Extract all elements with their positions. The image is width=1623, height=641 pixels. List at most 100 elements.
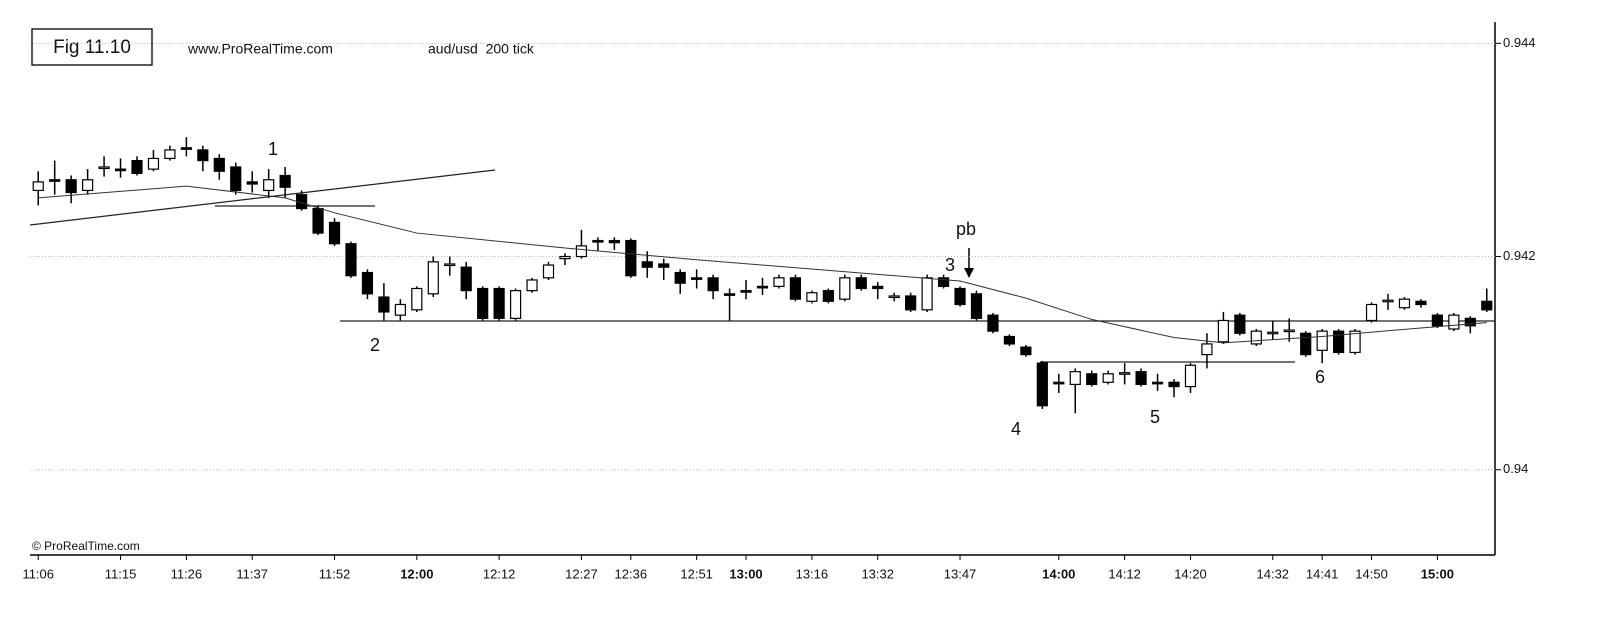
candle-body — [1365, 303, 1378, 322]
candle-body — [1020, 346, 1032, 356]
candle-body — [444, 263, 456, 267]
candle-body — [279, 174, 291, 188]
candle-body — [674, 271, 686, 284]
x-tick-label: 12:00 — [400, 566, 433, 581]
annotation: 3 — [945, 255, 955, 275]
candle-body — [65, 179, 77, 194]
candle-body — [509, 290, 522, 319]
candle-body — [180, 147, 192, 150]
candle-body — [526, 279, 538, 292]
candle-body — [49, 179, 61, 182]
x-tick-label: 12:36 — [615, 566, 648, 581]
candle-body — [1119, 372, 1131, 375]
candle-body — [608, 239, 620, 244]
candle-body — [197, 149, 209, 162]
candle-body — [855, 277, 867, 290]
candle-body — [411, 287, 423, 311]
candle-body — [246, 181, 258, 185]
candle-body — [1382, 299, 1394, 303]
x-tick-label: 13:47 — [944, 566, 977, 581]
candle-body — [773, 277, 785, 287]
candle-body — [213, 157, 225, 172]
candle-body — [756, 285, 769, 289]
title-box — [31, 28, 153, 66]
source-label: www.ProRealTime.com — [187, 41, 333, 57]
x-tick-label: 14:12 — [1108, 566, 1141, 581]
candle-body — [542, 264, 555, 279]
candle-body — [806, 292, 818, 302]
candle-body — [1102, 373, 1114, 383]
candle-body — [1398, 298, 1411, 309]
instrument-label: aud/usd 200 tick — [428, 41, 535, 57]
annotation: 1 — [268, 139, 278, 159]
candle-body — [1431, 314, 1443, 327]
candle-body — [559, 255, 571, 260]
y-tick-label: 0.94 — [1503, 461, 1528, 476]
candle-body — [460, 266, 472, 292]
candle-body — [954, 287, 966, 306]
candle-body — [1003, 335, 1016, 345]
x-tick-label: 14:32 — [1257, 566, 1290, 581]
x-tick-label: 12:51 — [680, 566, 713, 581]
candle-body — [575, 245, 588, 258]
candle-body — [1184, 364, 1197, 388]
candle-body — [641, 261, 653, 268]
arrow-head — [964, 268, 974, 278]
candle-body — [394, 303, 406, 316]
candle-body — [1135, 371, 1147, 386]
candle-body — [493, 287, 505, 319]
candle-body — [82, 179, 94, 192]
candle-body — [1333, 330, 1345, 354]
candle-body — [691, 277, 703, 280]
candle-body — [592, 239, 604, 243]
candle-body — [1250, 330, 1262, 345]
candle-body — [1217, 319, 1229, 343]
candle-body — [822, 290, 834, 302]
moving-average — [38, 185, 1487, 344]
candle-body — [361, 271, 374, 295]
candle-body — [625, 239, 637, 277]
candle-body — [345, 243, 357, 277]
candle-body — [263, 179, 275, 192]
y-tick-label: 0.944 — [1503, 35, 1536, 50]
candle-body — [1316, 330, 1328, 351]
candle-body — [477, 287, 489, 319]
candle-body — [1267, 331, 1279, 335]
candle-body — [378, 296, 390, 313]
watermark: © ProRealTime.com — [32, 539, 140, 553]
annotation: pb — [956, 219, 976, 239]
annotation: 2 — [370, 335, 380, 355]
y-tick-label: 0.942 — [1503, 248, 1536, 263]
candle-body — [1349, 330, 1361, 354]
candle-body — [1168, 381, 1180, 388]
candle-body — [32, 181, 44, 192]
candle-body — [789, 277, 802, 300]
x-tick-label: 14:00 — [1042, 566, 1075, 581]
candle-body — [1069, 371, 1081, 386]
candle-body — [230, 166, 242, 192]
x-tick-label: 11:52 — [319, 566, 351, 581]
candle-body — [114, 168, 127, 172]
candle-body — [1201, 343, 1213, 356]
x-tick-label: 14:50 — [1355, 566, 1388, 581]
candle-body — [1415, 300, 1427, 306]
candle-body — [905, 295, 917, 311]
candle-body — [839, 277, 851, 300]
annotation: 6 — [1315, 367, 1325, 387]
x-tick-label: 13:00 — [729, 566, 762, 581]
candle-body — [723, 293, 736, 296]
candle-body — [937, 277, 950, 287]
candle-body — [164, 149, 176, 160]
x-tick-label: 13:16 — [796, 566, 829, 581]
candle-body — [1036, 362, 1048, 407]
candle-body — [98, 166, 110, 170]
x-tick-label: 12:27 — [565, 566, 598, 581]
x-tick-label: 14:41 — [1306, 566, 1339, 581]
candle-body — [987, 314, 999, 332]
candle-body — [1086, 373, 1098, 386]
candle-body — [427, 261, 439, 295]
candle-body — [328, 221, 341, 245]
